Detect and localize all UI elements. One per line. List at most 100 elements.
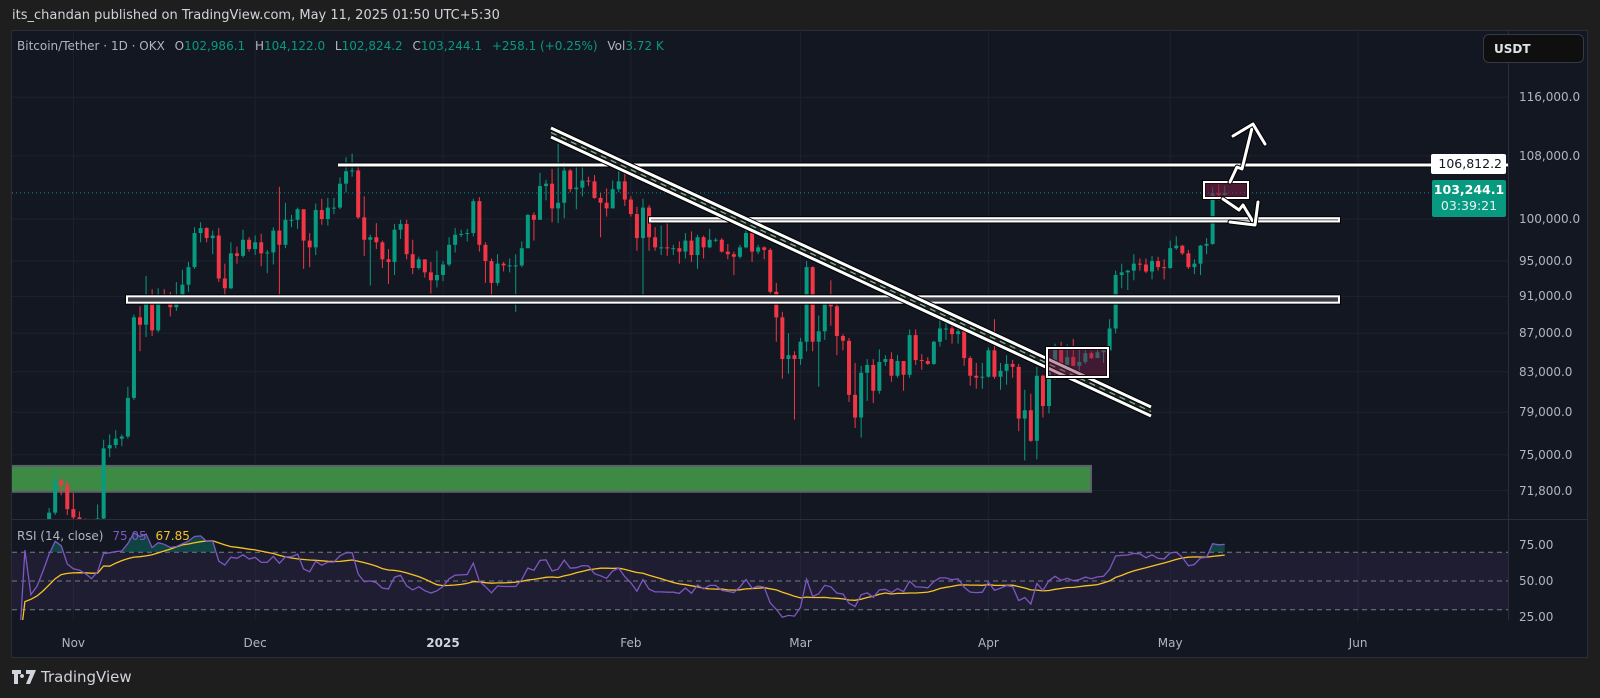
candle-body (737, 247, 742, 257)
candle (253, 235, 258, 256)
candle (537, 172, 542, 220)
high-value: 104,122.0 (264, 39, 326, 53)
candle (307, 233, 312, 268)
close-label: C (412, 39, 421, 53)
candle (95, 504, 100, 519)
candle-body (713, 239, 718, 241)
candle (865, 359, 870, 401)
candle-body (192, 233, 197, 268)
candle (107, 434, 112, 458)
candle (495, 254, 500, 286)
candle (889, 352, 894, 382)
candle-body (568, 170, 573, 190)
candle-body (598, 197, 603, 203)
candle-body (877, 361, 882, 391)
candle (428, 261, 433, 294)
candle-body (683, 240, 688, 252)
candle (319, 198, 324, 225)
candle (265, 249, 270, 274)
candle-body (368, 237, 373, 240)
candle-body (138, 317, 142, 325)
candle (295, 207, 300, 229)
candle-body (756, 247, 761, 252)
candle-body (1137, 263, 1142, 265)
candle (737, 244, 742, 259)
candle (247, 237, 252, 252)
candle (744, 229, 748, 249)
candle-body (762, 247, 767, 250)
open-value: 102,986.1 (184, 39, 246, 53)
high-label: H (254, 39, 265, 53)
tradingview-brand: TradingView (41, 668, 132, 686)
candle-body (956, 331, 961, 335)
rsi-tick-label: 25.00 (1519, 610, 1554, 624)
candle-body (719, 239, 724, 252)
candle-body (101, 448, 106, 519)
rsi-title[interactable]: RSI (14, close) (17, 529, 104, 543)
candle (47, 507, 52, 519)
candle-body (210, 235, 215, 239)
candle (465, 228, 470, 242)
candle-body (780, 317, 785, 360)
price-tick-label: 100,000.0 (1519, 212, 1581, 226)
candle (1168, 240, 1173, 269)
candle-body (374, 237, 379, 243)
candle-body (501, 263, 506, 266)
candle (386, 249, 391, 284)
candle-body (974, 375, 979, 378)
candle (616, 168, 621, 193)
candle (634, 206, 639, 251)
candle (1186, 249, 1191, 269)
price-tick-label: 108,000.0 (1519, 148, 1581, 163)
candle (1222, 185, 1227, 197)
candle (840, 334, 845, 351)
candle-body (216, 235, 221, 279)
symbol-name[interactable]: Bitcoin/Tether · 1D · OKX (17, 39, 165, 53)
candle (883, 355, 888, 366)
candle-body (865, 364, 870, 373)
currency-button[interactable]: USDT (1483, 34, 1584, 63)
candle (186, 261, 191, 292)
candle-body (337, 183, 342, 208)
candle-body (937, 328, 942, 342)
candle (192, 227, 197, 269)
candle (35, 541, 39, 553)
candle (434, 250, 439, 288)
candle-body (689, 240, 694, 256)
candle-body (822, 299, 827, 332)
time-tick-label: Dec (243, 636, 267, 650)
candle (913, 329, 918, 365)
candle-body (241, 239, 246, 256)
candle-body (1162, 267, 1167, 269)
candle-body (519, 248, 524, 266)
candle-body (144, 300, 149, 325)
candle-body (386, 259, 391, 262)
bullish-arrowhead-icon (1231, 122, 1267, 146)
candle-body (580, 180, 585, 188)
candle-body (847, 340, 852, 395)
candle-body (1071, 357, 1076, 366)
candle (592, 175, 597, 199)
candle-body (441, 264, 445, 275)
candle (931, 340, 936, 365)
candle (853, 362, 858, 429)
candle-body (859, 372, 864, 418)
drawings (125, 125, 1508, 419)
projection-arrows (1220, 121, 1268, 228)
candle-body (562, 170, 567, 203)
candle (1137, 258, 1142, 271)
candle-body (586, 180, 591, 182)
candle (144, 275, 149, 337)
candle-body (477, 201, 482, 245)
candle (1022, 389, 1027, 461)
candle (525, 214, 530, 249)
candle-body (622, 181, 627, 200)
candle-body (83, 520, 87, 527)
candle (313, 203, 318, 256)
time-tick-label: Jun (1348, 636, 1368, 650)
candle (416, 256, 421, 270)
candle-body (1016, 366, 1021, 419)
candle-body (677, 248, 682, 252)
candle (659, 225, 664, 256)
